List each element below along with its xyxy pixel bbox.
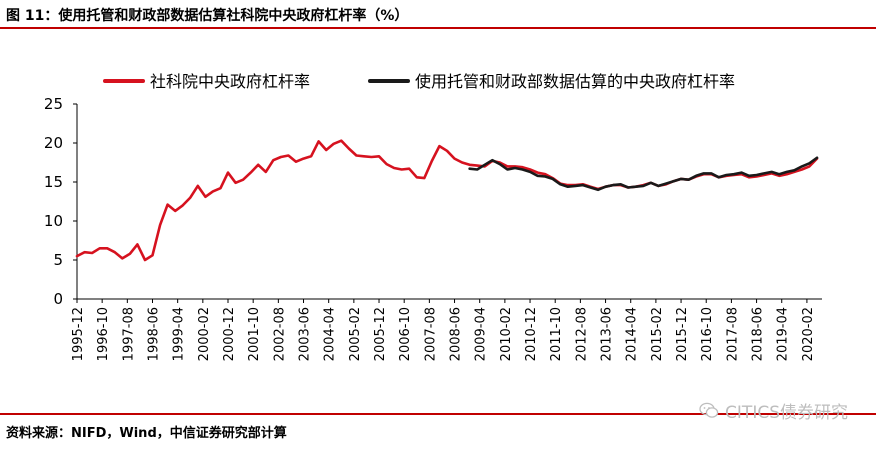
- title-divider: [0, 27, 876, 29]
- x-tick-label: 2003-06: [298, 307, 313, 361]
- x-tick-label: 2009-04: [474, 307, 489, 361]
- x-tick-label: 2015-12: [675, 307, 690, 361]
- chart-title: 图 11：使用托管和财政部数据估算社科院中央政府杠杆率（%）: [6, 8, 409, 24]
- x-tick-label: 1996-10: [96, 307, 111, 361]
- watermark: CITICS债券研究: [699, 398, 848, 423]
- x-tick-label: 2007-08: [423, 307, 438, 361]
- series-line-2: [468, 156, 819, 192]
- x-tick-label: 2005-12: [373, 307, 388, 361]
- x-tick-label: 2020-02: [801, 307, 816, 361]
- y-tick-label: 10: [44, 212, 63, 230]
- x-tick-label: 2013-06: [600, 307, 615, 361]
- x-tick-label: 2005-02: [348, 307, 363, 361]
- x-tick-label: 2011-10: [549, 307, 564, 361]
- x-tick-label: 2014-04: [625, 307, 640, 361]
- x-tick-label: 2010-02: [499, 307, 514, 361]
- x-tick-label: 1999-04: [172, 307, 187, 361]
- x-tick-label: 2008-06: [449, 307, 464, 361]
- y-tick-label: 5: [53, 251, 63, 269]
- x-tick-label: 2002-08: [272, 307, 287, 361]
- y-tick-label: 0: [53, 290, 63, 308]
- x-tick-label: 2000-12: [222, 307, 237, 361]
- y-tick-label: 20: [44, 134, 63, 152]
- x-tick-label: 1995-12: [71, 307, 86, 361]
- x-tick-label: 2000-02: [197, 307, 212, 361]
- source-divider: [0, 413, 876, 415]
- x-tick-label: 2016-10: [700, 307, 715, 361]
- watermark-text: CITICS债券研究: [725, 403, 848, 423]
- x-tick-label: 1998-06: [146, 307, 161, 361]
- legend-label-2: 使用托管和财政部数据估算的中央政府杠杆率: [415, 72, 735, 91]
- x-tick-label: 1997-08: [121, 307, 136, 361]
- x-tick-label: 2017-08: [725, 307, 740, 361]
- wechat-icon: [699, 402, 719, 418]
- x-tick-label: 2018-06: [751, 307, 766, 361]
- series-line-1: [75, 139, 819, 262]
- y-tick-label: 15: [44, 173, 63, 191]
- x-tick-label: 2012-08: [574, 307, 589, 361]
- x-tick-label: 2010-12: [524, 307, 539, 361]
- x-tick-label: 2006-10: [398, 307, 413, 361]
- chart-area: 0 5 10 15 20 25 1995-12 1996-10 1997-08 1998-06 19…: [44, 72, 822, 361]
- x-tick-label: 2001-10: [247, 307, 262, 361]
- y-tick-label: 25: [44, 95, 63, 113]
- x-tick-label: 2004-04: [323, 307, 338, 361]
- x-tick-label: 2015-02: [650, 307, 665, 361]
- source-note: 资料来源：NIFD，Wind，中信证券研究部计算: [6, 426, 287, 441]
- legend-label-1: 社科院中央政府杠杆率: [150, 72, 310, 91]
- x-tick-label: 2019-04: [776, 307, 791, 361]
